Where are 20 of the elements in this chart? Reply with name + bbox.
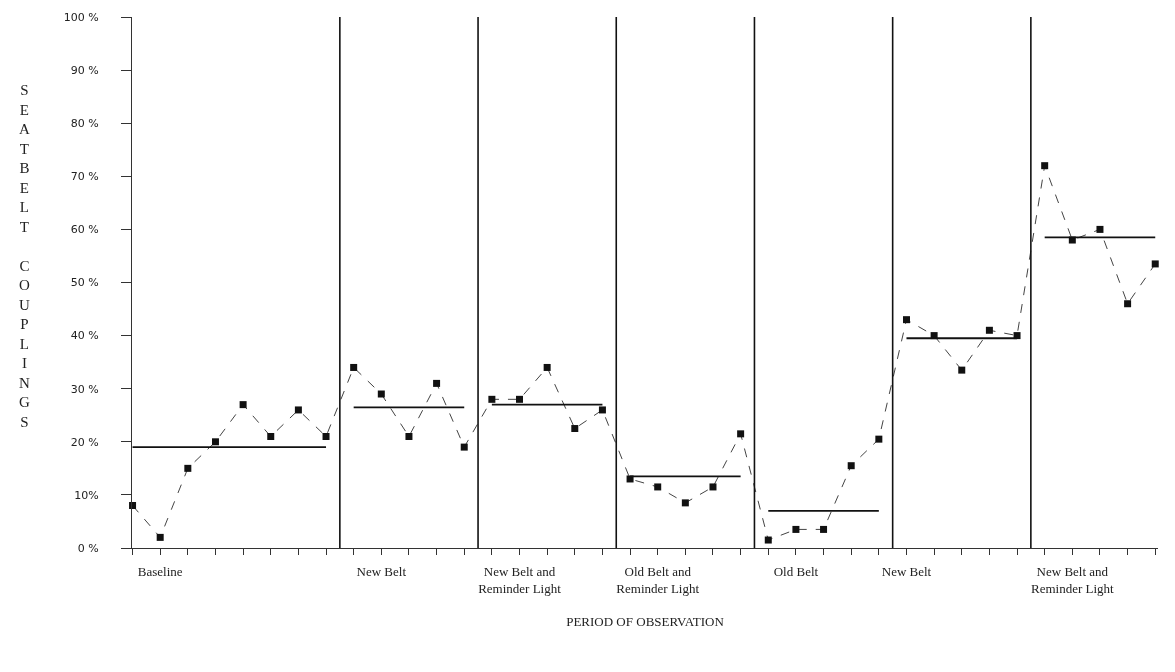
y-tick-label: 40 % [70,329,99,343]
y-tick-label: 20 % [70,435,99,449]
x-tick-label: Old Belt [773,564,819,579]
x-tick-label: Old Belt and Reminder Light [616,564,700,596]
y-tick-label: 30 % [70,382,99,396]
x-tick-label: New Belt [356,564,407,579]
y-tick-label: 60 % [70,223,99,237]
x-tick-label: Baseline [137,564,183,579]
y-tick-label: 10% [74,488,99,502]
x-tick-label: New Belt and Reminder Light [1030,564,1115,596]
x-axis-title: PERIOD OF OBSERVATION [566,614,725,630]
y-tick-label: 50 % [70,276,99,290]
x-tick-label: New Belt and Reminder Light [478,564,562,596]
y-tick-label: 90 % [70,63,99,77]
y-tick-label: 0 % [77,541,99,555]
y-tick-label: 70 % [70,170,99,184]
text: SEATBELT COUPLINGS [19,82,30,430]
x-tick-label: New Belt [881,564,932,579]
y-tick-label: 80 % [70,117,99,131]
y-tick-label: 100 % [63,10,99,24]
